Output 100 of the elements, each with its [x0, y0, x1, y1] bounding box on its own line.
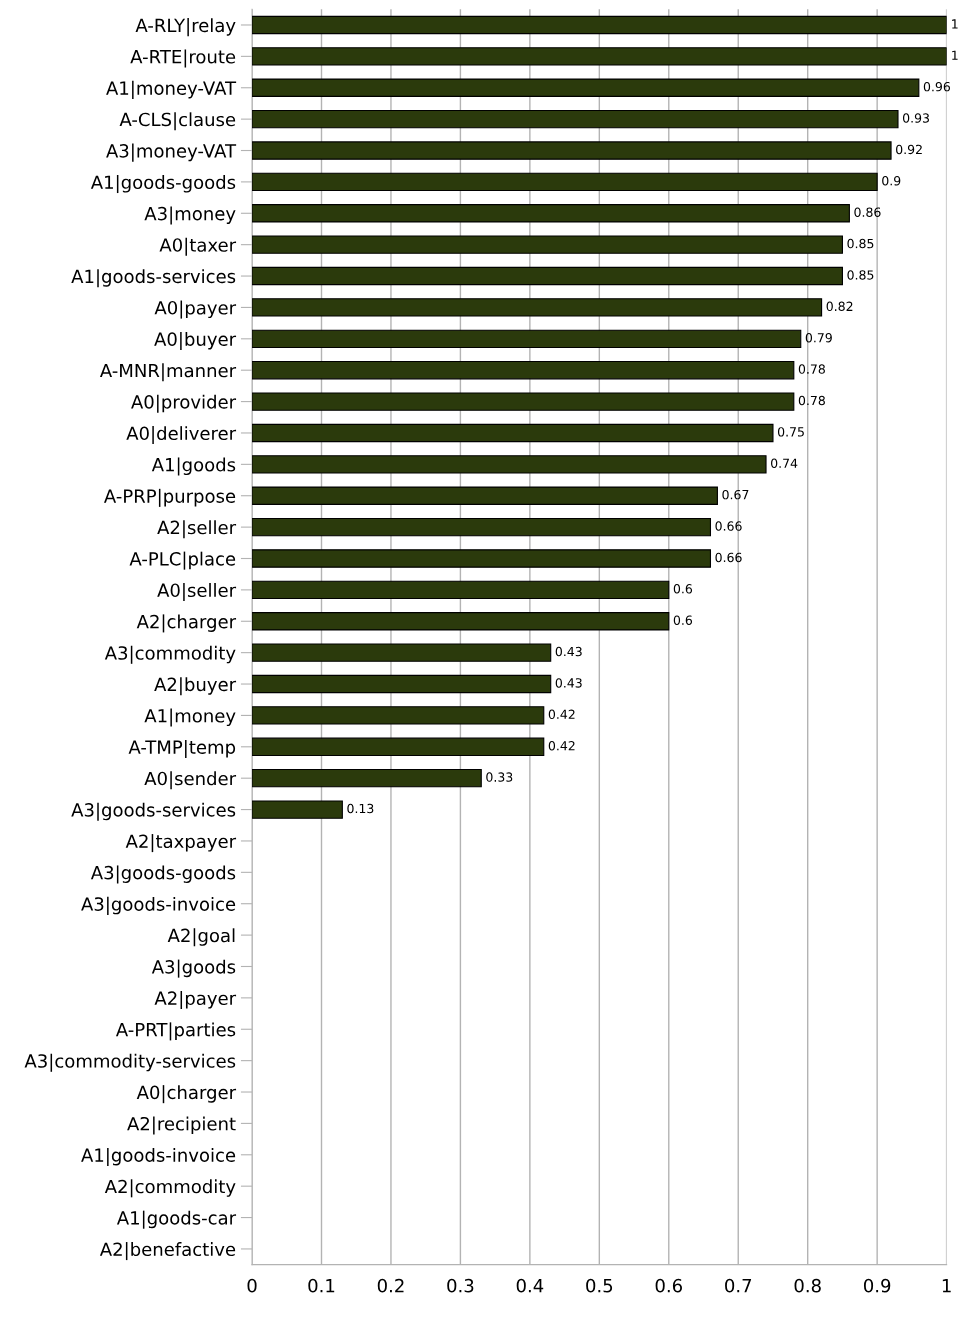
bar [252, 78, 920, 97]
bar [252, 800, 343, 819]
y-tick-label: A0|charger [136, 1085, 237, 1104]
y-tick-label: A1|money-VAT [106, 80, 237, 99]
bar [252, 706, 545, 725]
y-tick-label: A3|goods-services [71, 802, 236, 821]
y-tick-label: A3|commodity-services [24, 1053, 236, 1072]
data-label: 0.79 [805, 332, 832, 343]
y-tick-label: A0|seller [157, 582, 237, 602]
data-label: 0.85 [847, 238, 874, 249]
bar [252, 769, 482, 788]
x-tick-label: 0.4 [516, 1278, 544, 1293]
data-label: 0.6 [673, 615, 693, 625]
y-tick-label: A2|benefactive [99, 1242, 236, 1261]
x-tick-label: 0.7 [725, 1278, 752, 1293]
data-label: 0.96 [923, 81, 951, 92]
data-label: 0.66 [715, 552, 742, 563]
bar [252, 392, 795, 411]
y-tick-label: A1|goods [151, 457, 236, 476]
x-tick-label: 0.1 [308, 1278, 335, 1293]
y-tick-label: A-TMP|temp [128, 739, 236, 758]
y-tick-label: A0|payer [154, 300, 237, 319]
data-label: 0.42 [548, 709, 575, 720]
y-tick-label: A3|money-VAT [106, 143, 237, 162]
y-tick-label: A1|goods-invoice [81, 1147, 236, 1166]
y-tick-label: A1|goods-services [71, 269, 236, 288]
bar [252, 674, 552, 694]
y-tick-label: A-MNR|manner [99, 363, 237, 382]
bar [252, 329, 802, 349]
x-tick-label: 0.5 [586, 1278, 613, 1293]
y-tick-label: A-PLC|place [129, 551, 236, 570]
y-tick-label: A1|money [144, 708, 236, 727]
data-label: 0.92 [896, 144, 922, 155]
y-tick-label: A-PRT|parties [115, 1022, 236, 1041]
data-label: 0.42 [548, 740, 575, 751]
y-tick-label: A-CLS|clause [119, 112, 236, 131]
y-tick-label: A2|taxpayer [125, 834, 237, 853]
bar [252, 549, 712, 568]
data-label: 0.9 [882, 176, 901, 186]
y-tick-label: A0|sender [144, 771, 237, 790]
data-label: 0.78 [798, 395, 825, 406]
data-label: 0.85 [847, 270, 874, 280]
bar [252, 517, 712, 537]
x-tick-label: 0.2 [377, 1278, 404, 1293]
data-label: 0.67 [722, 489, 749, 500]
data-label: 0.66 [715, 521, 742, 531]
y-tick-label: A0|deliverer [126, 426, 237, 445]
bar [252, 47, 947, 66]
y-tick-label: A3|money [144, 206, 236, 225]
data-label: 0.33 [486, 772, 513, 782]
y-tick-label: A1|goods-goods [90, 175, 236, 194]
bar [252, 109, 899, 129]
data-label: 0.75 [777, 427, 804, 437]
y-tick-label: A3|goods [151, 959, 236, 978]
y-tick-label: A2|payer [154, 990, 237, 1010]
bar [252, 580, 670, 600]
bar [252, 486, 718, 505]
y-tick-label: A2|goal [167, 928, 235, 947]
y-tick-label: A2|recipient [127, 1116, 236, 1135]
bar [252, 298, 823, 317]
x-tick-label: 0.6 [655, 1278, 682, 1293]
data-label: 0.43 [555, 646, 582, 657]
data-label: 0.93 [902, 113, 929, 123]
y-tick-label: A1|goods-car [116, 1210, 237, 1229]
x-tick-label: 0.3 [447, 1278, 474, 1293]
bar [252, 612, 670, 631]
y-tick-label: A3|goods-goods [90, 865, 236, 884]
data-label: 0.13 [347, 803, 374, 814]
y-tick-label: A2|buyer [154, 677, 237, 696]
data-label: 0.86 [854, 207, 881, 217]
data-label: 0.43 [555, 678, 582, 688]
y-tick-label: A2|charger [136, 614, 237, 633]
bar [252, 643, 552, 662]
data-label: 0.74 [771, 458, 798, 468]
bar [252, 141, 892, 160]
x-tick-label: 0 [247, 1278, 257, 1293]
bar [252, 235, 843, 254]
bar [252, 15, 947, 35]
y-tick-label: A-RTE|route [130, 49, 236, 68]
y-tick-label: A0|provider [131, 394, 237, 413]
y-tick-label: A-RLY|relay [135, 18, 236, 37]
x-tick-label: 0.8 [794, 1278, 821, 1293]
y-tick-label: A3|goods-invoice [81, 896, 236, 915]
data-label: 1 [952, 50, 958, 60]
y-tick-label: A2|seller [157, 520, 237, 539]
x-tick-label: 0.9 [863, 1278, 891, 1293]
y-tick-label: A2|commodity [104, 1179, 236, 1198]
y-tick-label: A-PRP|purpose [104, 488, 236, 507]
bar [252, 204, 850, 223]
data-label: 1 [952, 19, 958, 29]
data-label: 0.82 [826, 301, 853, 312]
x-tick-label: 1 [942, 1279, 951, 1293]
bar [252, 423, 774, 443]
y-tick-label: A0|taxer [159, 237, 237, 256]
y-tick-label: A0|buyer [154, 331, 237, 350]
bar [252, 737, 545, 756]
data-label: 0.78 [798, 364, 825, 374]
bar [252, 172, 878, 192]
bar [252, 266, 843, 286]
bar [252, 455, 767, 474]
